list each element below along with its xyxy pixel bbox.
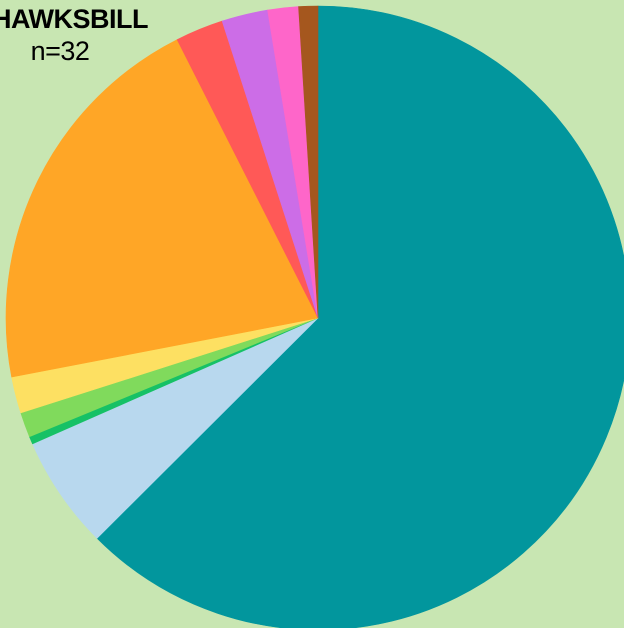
- pie-slices: [6, 6, 624, 628]
- chart-subtitle: n=32: [0, 36, 150, 66]
- chart-title: HAWKSBILL: [0, 4, 170, 34]
